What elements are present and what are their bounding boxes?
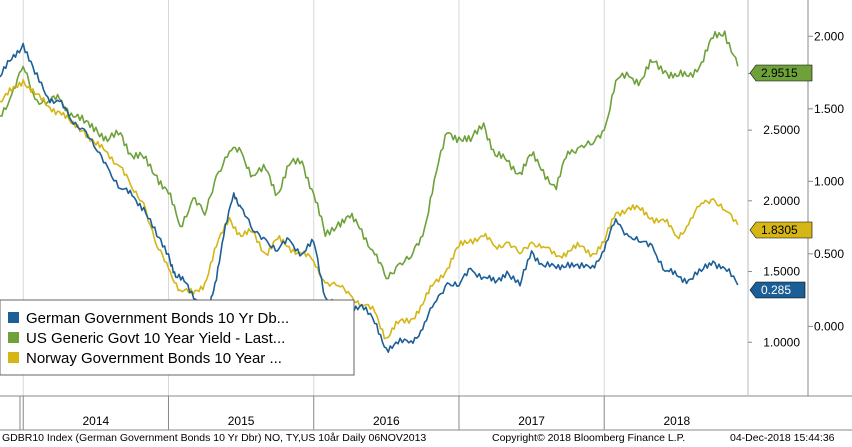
right-axis-tick-label: 0.000	[814, 319, 844, 333]
series-line	[0, 42, 739, 353]
mid-axis-tick-label: 1.0000	[763, 335, 800, 349]
year-tick-label: 2016	[373, 414, 400, 428]
year-tick-label: 2015	[228, 414, 255, 428]
right-axis-tick-label: 0.500	[814, 247, 844, 261]
last-value-label: 0.285	[761, 283, 791, 297]
year-tick-label: 2017	[518, 414, 545, 428]
legend-entry-label: US Generic Govt 10 Year Yield - Last...	[26, 330, 285, 347]
legend: German Government Bonds 10 Yr Db... US Ge…	[0, 299, 355, 376]
right-axis-tick-label: 1.500	[814, 102, 844, 116]
mid-axis-tick-label: 1.5000	[763, 265, 800, 279]
last-value-tag: 1.8305	[749, 221, 813, 239]
right-axis-tick-label: 1.000	[814, 174, 844, 188]
last-value-label: 2.9515	[761, 66, 798, 80]
legend-swatch	[8, 352, 19, 363]
series-line	[0, 79, 739, 340]
legend-entry-label: Norway Government Bonds 10 Year ...	[26, 350, 282, 367]
mid-axis-tick-label: 2.5000	[763, 123, 800, 137]
mid-axis-tick-label: 2.0000	[763, 194, 800, 208]
right-axis-tick-label: 2.000	[814, 29, 844, 43]
year-tick-label: 2014	[83, 414, 110, 428]
year-tick-label: 2018	[663, 414, 690, 428]
last-value-label: 1.8305	[761, 223, 798, 237]
footer-copyright-text: Copyright© 2018 Bloomberg Finance L.P.	[492, 432, 685, 444]
legend-swatch	[8, 312, 19, 323]
legend-box	[0, 299, 355, 376]
legend-entry-label: German Government Bonds 10 Yr Db...	[26, 310, 289, 327]
footer-source-text: GDBR10 Index (German Government Bonds 10…	[2, 432, 426, 444]
legend-swatch	[8, 332, 19, 343]
last-value-tag: 0.285	[749, 281, 806, 299]
last-value-tag: 2.9515	[749, 64, 813, 82]
series-line	[0, 30, 739, 280]
footer-timestamp-text: 04-Dec-2018 15:44:36	[730, 432, 835, 444]
